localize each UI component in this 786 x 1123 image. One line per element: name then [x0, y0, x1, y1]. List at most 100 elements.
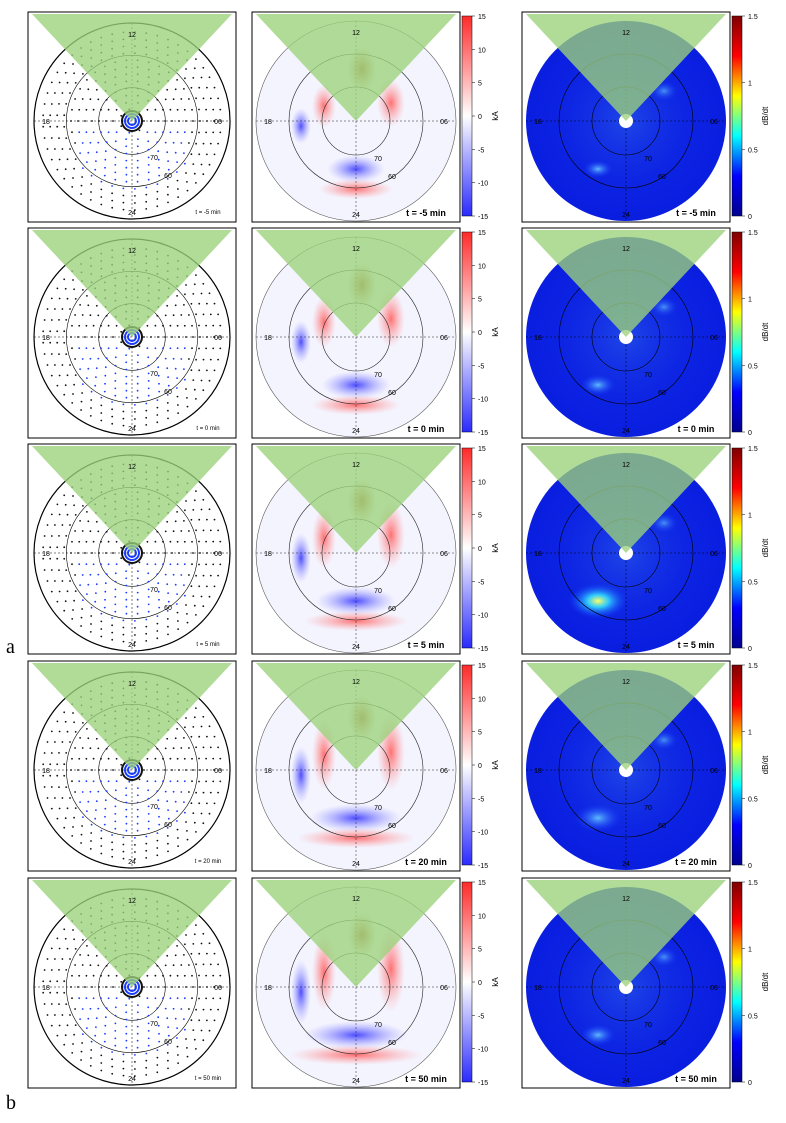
vector-dot [56, 980, 59, 983]
vector-dot [63, 609, 66, 612]
vector-dot [120, 341, 123, 344]
vector-dot [156, 854, 159, 857]
vector-dot [137, 570, 139, 572]
vector-dot [188, 98, 190, 100]
vector-dot [169, 131, 172, 134]
vector-dot [134, 1075, 136, 1077]
vector-dot [143, 769, 145, 771]
vector-dot [105, 336, 107, 338]
vector-dot [146, 563, 149, 566]
vector-dot [150, 552, 152, 554]
vector-dot [114, 171, 117, 174]
vector-dot [84, 336, 86, 338]
vector-dot [74, 98, 76, 100]
vector-dot [97, 1007, 100, 1010]
vector-dot [90, 840, 92, 842]
vector-dot [95, 304, 98, 307]
vector-dot [167, 376, 170, 378]
vector-dot [136, 1025, 139, 1028]
dbdt-panel-mlt-06: 06 [710, 985, 718, 992]
vector-dot [115, 540, 118, 543]
vector-dot [79, 1018, 81, 1020]
vector-dot [185, 500, 187, 502]
vector-dot [94, 600, 97, 603]
vector-dot [150, 986, 152, 988]
vector-dot [136, 577, 139, 580]
vector-dot [63, 330, 66, 333]
vector-panel-lat-60: 60 [164, 1039, 172, 1046]
vector-dot [74, 731, 77, 733]
vector-panel-mlt-12: 12 [128, 898, 136, 905]
vector-dot [58, 730, 61, 733]
vector-dot [162, 563, 164, 566]
vector-dot [74, 590, 77, 592]
vector-dot [186, 1047, 188, 1049]
vector-dot [191, 108, 193, 111]
vector-dot [43, 786, 46, 788]
vector-dot [84, 986, 86, 988]
vector-dot [79, 737, 81, 739]
vector-dot [98, 769, 100, 771]
vector-dot [188, 1008, 190, 1010]
vector-dot [162, 780, 164, 783]
vector-dot [50, 158, 53, 161]
vector-dot [58, 786, 60, 788]
dbdt-panel-mlt-06: 06 [710, 119, 718, 126]
vector-dot [136, 822, 139, 825]
vector-dot [54, 92, 56, 94]
vector-dot [156, 1064, 159, 1066]
vector-dot [164, 769, 166, 771]
vector-dot [166, 367, 169, 370]
vector-dot [71, 835, 74, 837]
vector-dot [64, 1034, 67, 1037]
vector-dot [209, 1008, 212, 1011]
vector-dot [202, 173, 205, 176]
vector-dot [177, 196, 180, 199]
current-panel-colorbar-ticklabel-4: -5 [478, 579, 484, 586]
vector-dot [86, 945, 88, 947]
vector-dot [145, 200, 148, 203]
vector-dot [183, 304, 185, 306]
vector-dot [202, 97, 205, 100]
vector-dot [95, 367, 98, 370]
vector-dot [114, 140, 117, 143]
dbdt-panel-4: 12 24 18 06 70 60 t = 50 min 1.5 1 0.5 0 dB/dt [521, 877, 770, 1089]
vector-dot [65, 786, 68, 788]
vector-dot [94, 384, 97, 387]
vector-dot [212, 997, 215, 1000]
vector-dot [162, 131, 164, 134]
vector-dot [202, 66, 205, 69]
vector-dot [213, 952, 216, 955]
vector-dot [72, 712, 74, 714]
vector-dot [164, 790, 167, 793]
vector-dot [212, 563, 215, 566]
vector-dot [50, 513, 53, 516]
vector-dot [183, 563, 186, 566]
dbdt-panel-mlt-24: 24 [622, 861, 630, 868]
vector-dot [157, 590, 160, 593]
dbdt-panel-mlt-12: 12 [622, 30, 630, 37]
dbdt-panel-colorbar-ticklabel-0: 1.5 [748, 880, 758, 887]
vector-dot [64, 384, 67, 387]
vector-dot [206, 1019, 208, 1022]
vector-dot [202, 1039, 205, 1042]
vector-dot [208, 812, 211, 815]
vector-dot [183, 108, 186, 111]
vector-dot [195, 142, 198, 145]
dbdt-panel-1: 12 24 18 06 70 60 t = 0 min 1.5 1 0.5 0 dB/dt [521, 227, 770, 439]
vector-panel-mlt-18: 18 [42, 551, 50, 558]
vector-panel-4: 12 24 18 06 70 60 t = 50 min [27, 877, 237, 1089]
vector-dot [156, 573, 159, 576]
current-panel-4: 12 24 18 06 70 60 t = 50 min 15 10 5 0 -5 -10 -15 kA [251, 877, 500, 1089]
vector-dot [73, 288, 75, 291]
dbdt-panel-colorbar-ticklabel-2: 0.5 [748, 147, 758, 154]
vector-dot [81, 358, 84, 360]
vector-dot [89, 573, 92, 576]
vector-dot [72, 609, 74, 611]
vector-dot [205, 974, 208, 977]
vector-dot [56, 71, 59, 74]
vector-dot [122, 403, 125, 406]
current-panel-colorbar [461, 664, 473, 866]
vector-dot [104, 582, 107, 585]
vector-dot [114, 572, 117, 575]
